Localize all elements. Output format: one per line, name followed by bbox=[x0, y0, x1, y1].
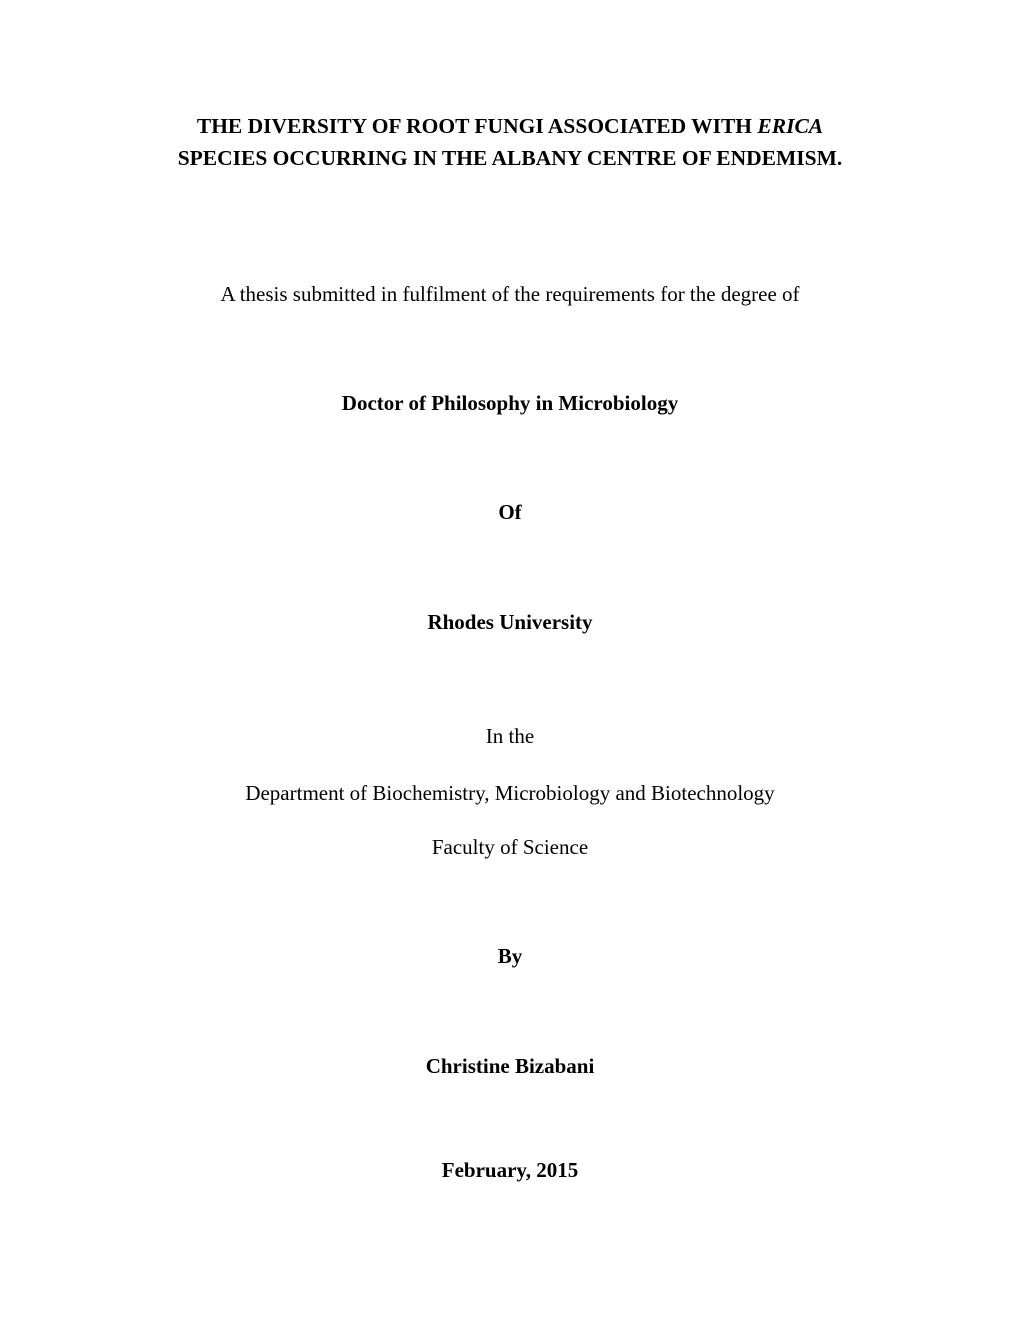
of-line: Of bbox=[115, 498, 905, 527]
by-line: By bbox=[115, 942, 905, 971]
author-line: Christine Bizabani bbox=[115, 1052, 905, 1081]
title-line1-prefix: THE DIVERSITY OF ROOT FUNGI ASSOCIATED W… bbox=[197, 114, 758, 138]
degree-line: Doctor of Philosophy in Microbiology bbox=[115, 389, 905, 418]
in-the-line: In the bbox=[115, 722, 905, 751]
date-line: February, 2015 bbox=[115, 1156, 905, 1185]
university-line: Rhodes University bbox=[115, 608, 905, 637]
title-line1-italic: ERICA bbox=[757, 114, 823, 138]
faculty-line: Faculty of Science bbox=[115, 833, 905, 862]
title-line2: SPECIES OCCURRING IN THE ALBANY CENTRE O… bbox=[178, 146, 843, 170]
thesis-title: THE DIVERSITY OF ROOT FUNGI ASSOCIATED W… bbox=[115, 110, 905, 175]
department-line: Department of Biochemistry, Microbiology… bbox=[115, 779, 905, 808]
submission-line: A thesis submitted in fulfilment of the … bbox=[115, 280, 905, 309]
